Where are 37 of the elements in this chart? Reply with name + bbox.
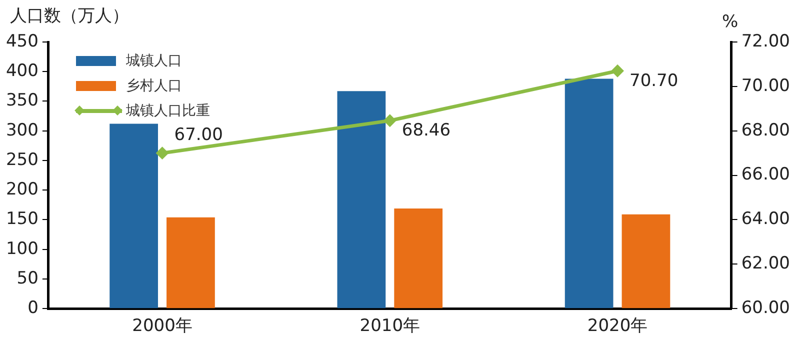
- data-label: 67.00: [174, 125, 223, 146]
- y2-tick-label: 70.00: [741, 76, 790, 96]
- y-tick-label: 450: [6, 31, 38, 52]
- bar: [110, 124, 158, 308]
- y-tick-label: 200: [6, 180, 38, 200]
- point: [384, 114, 396, 126]
- y-tick-label: 350: [6, 90, 38, 111]
- data-label: 68.46: [402, 120, 451, 141]
- legend-label: 城镇人口: [126, 52, 182, 70]
- bar: [337, 91, 386, 308]
- bar: [394, 208, 443, 308]
- y2-tick-label: 72.00: [741, 31, 790, 52]
- bar: [564, 78, 614, 308]
- x-tick-label: 2000年: [132, 316, 192, 336]
- y-tick-label: 400: [6, 61, 38, 82]
- data-label: 70.70: [630, 70, 678, 91]
- y2-tick-label: 62.00: [741, 254, 790, 274]
- y-tick-label: 50: [16, 268, 38, 288]
- bar: [622, 214, 670, 308]
- x-tick-label: 2020年: [587, 316, 648, 336]
- point: [156, 147, 168, 159]
- y2-tick-label: 66.00: [741, 164, 790, 185]
- y-tick-label: 300: [6, 120, 38, 140]
- x-tick-label: 2010年: [360, 316, 420, 336]
- y-tick-label: 0: [28, 298, 38, 318]
- legend-label: 城镇人口比重: [126, 102, 210, 120]
- y2-tick-label: 68.00: [741, 120, 790, 140]
- y2-axis-title: %: [722, 12, 738, 32]
- y-tick-label: 150: [6, 209, 38, 230]
- legend-label: 乡村人口: [126, 76, 182, 94]
- bar: [166, 217, 215, 308]
- point: [612, 65, 624, 77]
- y2-tick-label: 64.00: [741, 209, 790, 230]
- y-tick-label: 100: [6, 238, 38, 259]
- y-axis-title: 人口数（万人）: [10, 5, 129, 27]
- y2-tick-label: 60.00: [741, 298, 790, 318]
- y-tick-label: 250: [6, 150, 38, 170]
